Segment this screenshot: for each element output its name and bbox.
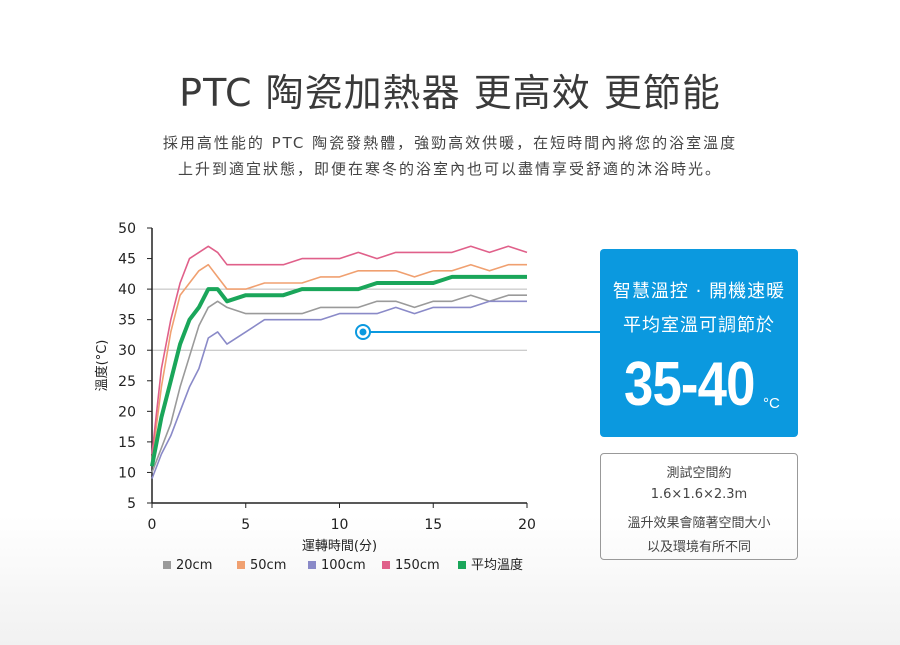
legend-swatch	[237, 561, 245, 569]
series-line-1	[151, 263, 527, 461]
x-tick-label: 0	[148, 517, 157, 533]
series-line-3	[151, 245, 528, 455]
legend-label: 20cm	[176, 558, 212, 573]
test-info-line-1: 測試空間約	[666, 466, 732, 481]
legend-label: 50cm	[250, 558, 286, 573]
legend-swatch	[382, 561, 390, 569]
temperature-callout: 智慧溫控 · 開機速暖 平均室溫可調節於 35-40 °C	[600, 249, 798, 437]
page-title: PTC 陶瓷加熱器 更高效 更節能	[179, 71, 721, 115]
y-tick-label: 15	[118, 435, 136, 451]
y-tick-label: 25	[118, 374, 136, 390]
legend-swatch	[458, 561, 466, 569]
legend-label: 平均溫度	[471, 557, 523, 573]
y-tick-label: 35	[118, 313, 136, 329]
y-tick-label: 45	[118, 252, 136, 268]
subtitle-line-1: 採用高性能的 PTC 陶瓷發熱體，強勁高效供暖，在短時間內將您的浴室溫度	[162, 134, 738, 152]
x-tick-label: 10	[331, 517, 349, 533]
subtitle-line-2: 上升到適宜狀態，即便在寒冬的浴室內也可以盡情享受舒適的沐浴時光。	[177, 160, 722, 178]
test-info-line-4: 以及環境有所不同	[646, 540, 751, 555]
legend-swatch	[308, 561, 316, 569]
series-line-0	[151, 294, 527, 473]
x-tick-label: 5	[241, 517, 250, 533]
y-axis-label: 溫度(°C)	[94, 340, 110, 392]
y-tick-label: 50	[118, 221, 136, 237]
y-tick-label: 40	[118, 282, 136, 298]
y-tick-label: 5	[127, 496, 136, 512]
x-tick-label: 20	[518, 517, 536, 533]
marker-dot	[359, 328, 367, 336]
callout-line-1: 智慧溫控 · 開機速暖	[612, 281, 786, 302]
x-tick-label: 15	[424, 517, 442, 533]
y-tick-label: 20	[118, 404, 136, 420]
test-info-line-3: 溫升效果會隨著空間大小	[627, 516, 771, 531]
callout-line-2: 平均室溫可調節於	[623, 315, 775, 336]
y-tick-label: 10	[118, 465, 136, 481]
callout-unit: °C	[763, 395, 780, 412]
legend-label: 150cm	[395, 558, 440, 573]
test-info-line-2: 1.6×1.6×2.3m	[650, 487, 748, 502]
legend-label: 100cm	[321, 558, 366, 573]
x-axis-label: 運轉時間(分)	[302, 539, 377, 554]
legend-swatch	[163, 561, 171, 569]
y-tick-label: 30	[118, 343, 136, 359]
test-info-box: 測試空間約 1.6×1.6×2.3m 溫升效果會隨著空間大小 以及環境有所不同	[600, 453, 798, 560]
series-line-4	[150, 274, 527, 467]
callout-range: 35-40	[624, 350, 755, 419]
series-line-2	[151, 300, 527, 479]
